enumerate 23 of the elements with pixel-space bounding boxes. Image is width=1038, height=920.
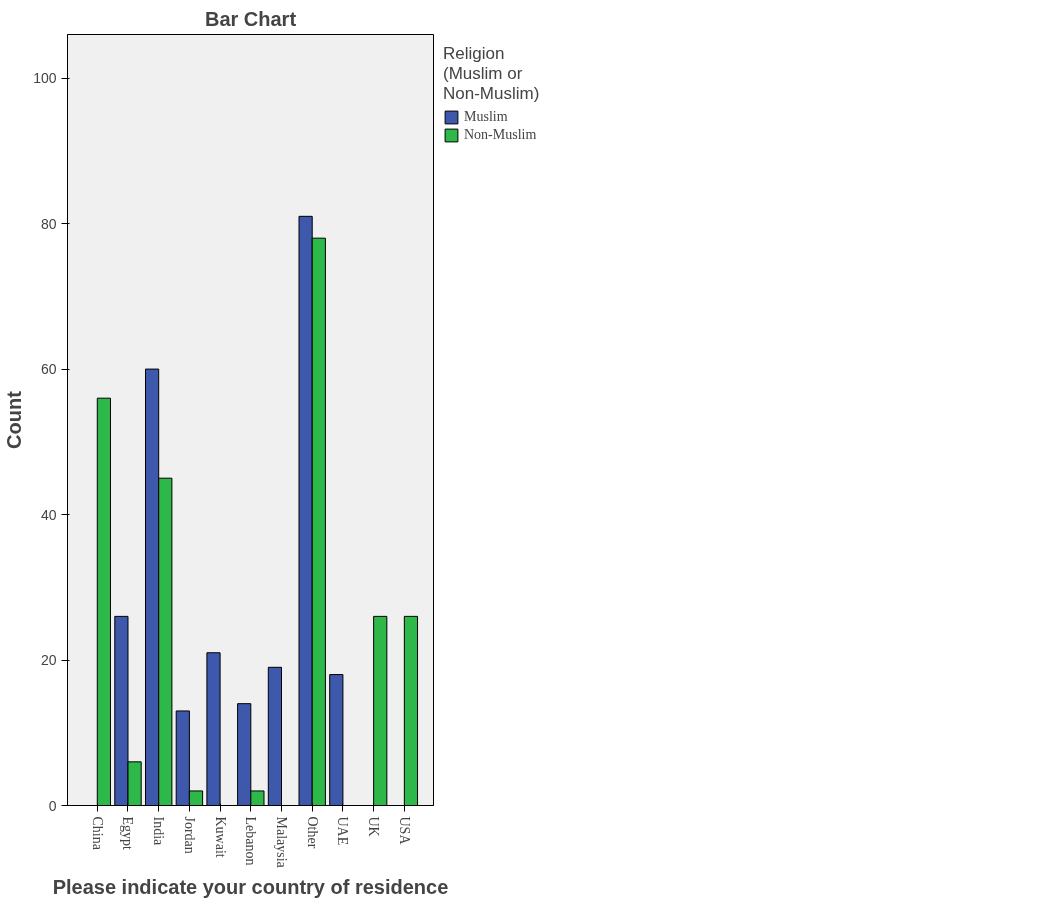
x-tick-label: Malaysia xyxy=(274,816,290,869)
chart-title: Bar Chart xyxy=(204,7,297,30)
legend-label: Muslim xyxy=(464,109,508,125)
y-tick-label: 100 xyxy=(33,70,57,87)
x-tick-label: UAE xyxy=(335,816,351,846)
x-tick-label: Other xyxy=(304,816,320,849)
y-tick-label: 40 xyxy=(40,506,57,523)
y-tick-label: 60 xyxy=(40,361,57,378)
x-tick-label: Lebanon xyxy=(243,816,259,866)
y-tick-label: 20 xyxy=(40,652,57,669)
x-tick-label: Egypt xyxy=(120,816,136,851)
x-tick-label: India xyxy=(151,816,167,847)
y-tick-label: 80 xyxy=(40,215,57,232)
x-tick-label: Kuwait xyxy=(212,816,228,858)
x-tick-label: China xyxy=(89,816,105,851)
x-tick-label: UK xyxy=(366,816,382,837)
x-tick-label: Jordan xyxy=(181,816,197,854)
x-axis-title: Please indicate your country of residence xyxy=(52,875,449,898)
y-tick-label: 0 xyxy=(48,797,57,814)
y-axis-title: Count xyxy=(3,390,26,449)
legend-label: Non-Muslim xyxy=(464,127,537,143)
legend-title: Religion (Muslim or Non-Muslim) xyxy=(443,44,540,104)
x-tick-label: USA xyxy=(396,816,412,846)
